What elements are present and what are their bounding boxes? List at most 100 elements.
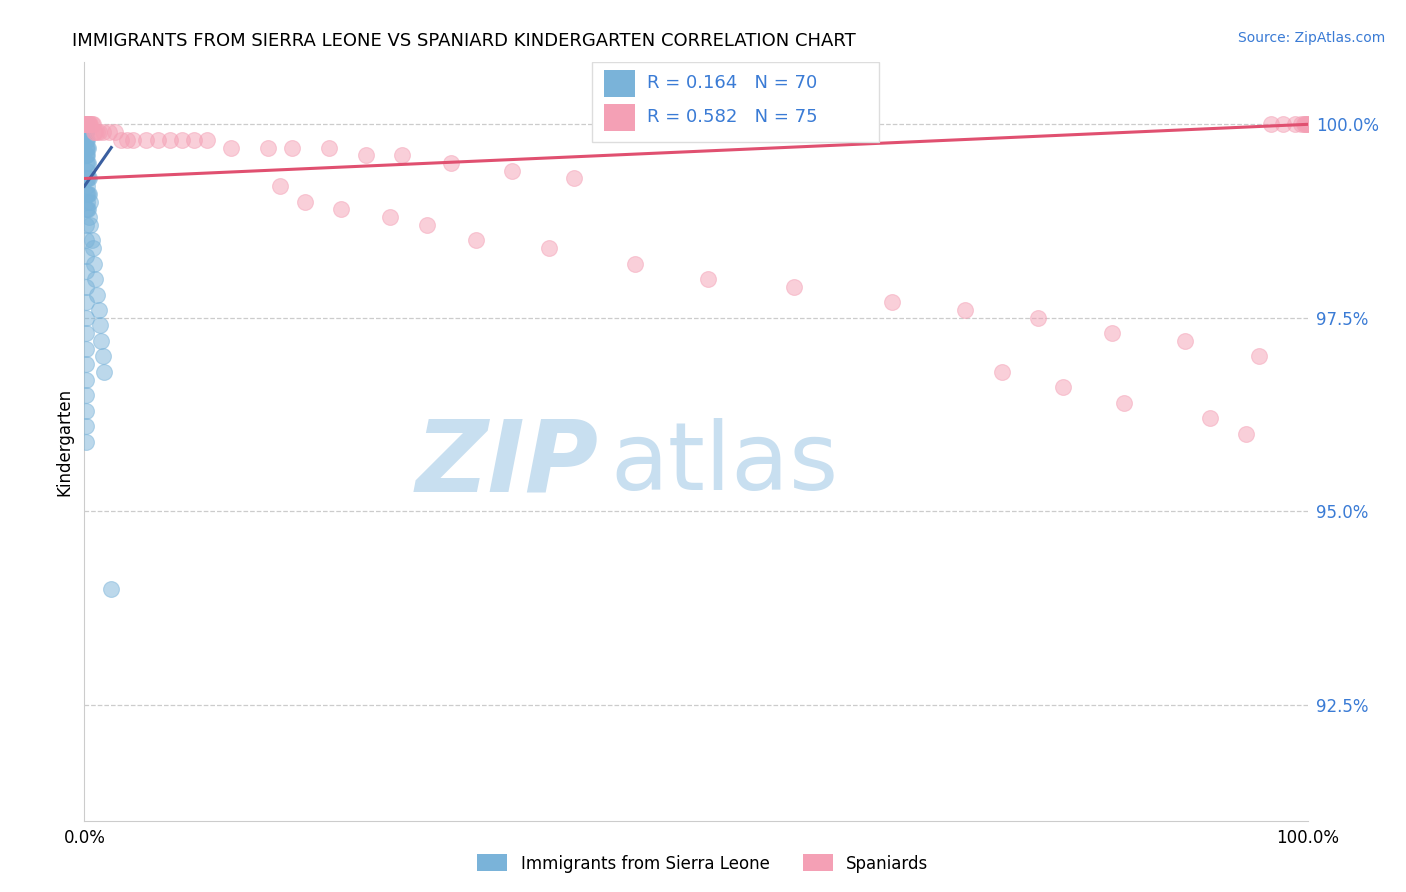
Immigrants from Sierra Leone	[79, 218, 101, 232]
Spaniards	[76, 117, 98, 131]
Immigrants from Sierra Leone	[75, 326, 97, 341]
Spaniards	[122, 133, 145, 147]
Immigrants from Sierra Leone	[75, 117, 97, 131]
Immigrants from Sierra Leone	[75, 125, 97, 139]
Spaniards	[1295, 117, 1317, 131]
Spaniards	[135, 133, 157, 147]
Spaniards	[318, 140, 340, 154]
Spaniards	[75, 117, 97, 131]
Immigrants from Sierra Leone	[75, 133, 97, 147]
Bar	[592, 62, 880, 142]
Immigrants from Sierra Leone	[75, 125, 97, 139]
Spaniards	[1294, 117, 1316, 131]
Spaniards	[391, 148, 413, 162]
Immigrants from Sierra Leone	[89, 318, 111, 333]
Immigrants from Sierra Leone	[75, 403, 97, 417]
Spaniards	[77, 117, 100, 131]
Spaniards	[75, 117, 97, 131]
Immigrants from Sierra Leone	[75, 117, 97, 131]
Immigrants from Sierra Leone	[76, 140, 98, 154]
Y-axis label: Kindergarten: Kindergarten	[55, 387, 73, 496]
Text: ZIP: ZIP	[415, 416, 598, 513]
Text: Source: ZipAtlas.com: Source: ZipAtlas.com	[1237, 31, 1385, 45]
Spaniards	[416, 218, 439, 232]
Spaniards	[97, 125, 120, 139]
Immigrants from Sierra Leone	[76, 186, 98, 201]
Spaniards	[953, 303, 976, 318]
Spaniards	[195, 133, 218, 147]
Spaniards	[624, 257, 647, 271]
Spaniards	[110, 133, 132, 147]
Spaniards	[1028, 310, 1050, 325]
Immigrants from Sierra Leone	[75, 202, 97, 217]
Immigrants from Sierra Leone	[75, 117, 97, 131]
Immigrants from Sierra Leone	[84, 272, 107, 286]
Immigrants from Sierra Leone	[75, 264, 97, 278]
Text: IMMIGRANTS FROM SIERRA LEONE VS SPANIARD KINDERGARTEN CORRELATION CHART: IMMIGRANTS FROM SIERRA LEONE VS SPANIARD…	[72, 32, 856, 50]
Immigrants from Sierra Leone	[77, 171, 100, 186]
Immigrants from Sierra Leone	[75, 186, 97, 201]
Immigrants from Sierra Leone	[75, 388, 97, 402]
Spaniards	[1198, 411, 1220, 425]
Immigrants from Sierra Leone	[75, 156, 97, 170]
Spaniards	[294, 194, 316, 209]
Spaniards	[172, 133, 194, 147]
Immigrants from Sierra Leone	[75, 280, 97, 294]
Immigrants from Sierra Leone	[82, 241, 104, 255]
Spaniards	[91, 125, 114, 139]
Spaniards	[440, 156, 463, 170]
Immigrants from Sierra Leone	[75, 117, 97, 131]
Immigrants from Sierra Leone	[75, 148, 97, 162]
Spaniards	[257, 140, 280, 154]
Immigrants from Sierra Leone	[75, 125, 97, 139]
Immigrants from Sierra Leone	[75, 218, 97, 232]
Spaniards	[75, 117, 97, 131]
Spaniards	[1114, 396, 1136, 410]
Spaniards	[75, 117, 97, 131]
Immigrants from Sierra Leone	[90, 334, 112, 348]
Spaniards	[75, 117, 97, 131]
Immigrants from Sierra Leone	[76, 179, 98, 194]
Spaniards	[115, 133, 138, 147]
Immigrants from Sierra Leone	[91, 350, 114, 364]
Spaniards	[1052, 380, 1074, 394]
Spaniards	[75, 117, 97, 131]
Immigrants from Sierra Leone	[77, 140, 100, 154]
Immigrants from Sierra Leone	[83, 257, 105, 271]
Spaniards	[183, 133, 205, 147]
Spaniards	[538, 241, 561, 255]
Spaniards	[77, 117, 100, 131]
Spaniards	[1296, 117, 1319, 131]
Spaniards	[464, 233, 486, 247]
Spaniards	[354, 148, 377, 162]
Immigrants from Sierra Leone	[77, 186, 100, 201]
Spaniards	[1260, 117, 1282, 131]
Spaniards	[269, 179, 291, 194]
Immigrants from Sierra Leone	[75, 419, 97, 434]
Spaniards	[880, 295, 903, 310]
Spaniards	[80, 117, 103, 131]
Spaniards	[146, 133, 169, 147]
Immigrants from Sierra Leone	[75, 133, 97, 147]
Immigrants from Sierra Leone	[75, 233, 97, 247]
Spaniards	[76, 117, 98, 131]
Spaniards	[87, 125, 110, 139]
Spaniards	[330, 202, 353, 217]
Spaniards	[1284, 117, 1306, 131]
Spaniards	[76, 117, 98, 131]
Immigrants from Sierra Leone	[75, 140, 97, 154]
Spaniards	[697, 272, 720, 286]
Immigrants from Sierra Leone	[76, 202, 98, 217]
Immigrants from Sierra Leone	[77, 186, 100, 201]
Spaniards	[159, 133, 181, 147]
Immigrants from Sierra Leone	[76, 148, 98, 162]
Immigrants from Sierra Leone	[76, 163, 98, 178]
Text: R = 0.582   N = 75: R = 0.582 N = 75	[647, 108, 818, 126]
Spaniards	[77, 117, 100, 131]
Spaniards	[380, 210, 402, 224]
Immigrants from Sierra Leone	[100, 582, 122, 596]
Spaniards	[562, 171, 585, 186]
Immigrants from Sierra Leone	[76, 171, 98, 186]
Immigrants from Sierra Leone	[75, 295, 97, 310]
Spaniards	[783, 280, 806, 294]
